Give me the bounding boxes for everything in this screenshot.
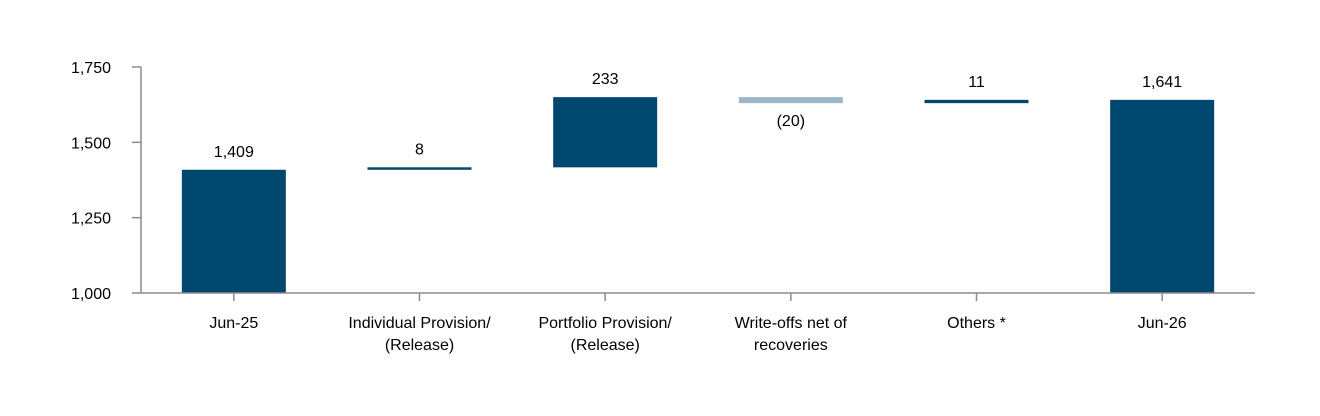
data-label-5: 1,641 (1142, 74, 1182, 91)
bar-3 (738, 97, 843, 104)
axes-group (132, 66, 1255, 301)
x-category-label-line: (Release) (570, 337, 639, 354)
y-tick-label-2: 1,500 (71, 135, 111, 152)
x-category-label-line: Write-offs net of (735, 315, 848, 332)
x-category-label-line: (Release) (385, 337, 454, 354)
y-tick-label-3: 1,750 (71, 60, 111, 77)
data-label-1: 8 (415, 141, 424, 158)
x-category-label-line: Individual Provision/ (348, 315, 491, 332)
x-category-label-3: Write-offs net of recoveries (735, 315, 848, 354)
y-tick-label-0: 1,000 (71, 286, 111, 303)
y-tick-label-1: 1,250 (71, 211, 111, 228)
x-category-label-line: Jun-25 (209, 315, 258, 332)
data-label-3: (20) (777, 113, 805, 130)
x-category-label-line: Others * (947, 315, 1006, 332)
bar-5 (1110, 99, 1215, 293)
bar-0 (181, 169, 286, 293)
bars-group (181, 97, 1215, 293)
bar-1 (367, 167, 472, 170)
x-category-label-line: Portfolio Provision/ (538, 315, 672, 332)
x-category-label-line: Jun-26 (1138, 315, 1187, 332)
x-category-label-5: Jun-26 (1138, 315, 1187, 332)
data-label-4: 11 (968, 74, 985, 91)
x-category-label-4: Others * (947, 315, 1006, 332)
data-label-2: 233 (592, 71, 619, 88)
data-label-0: 1,409 (214, 144, 254, 161)
x-category-label-2: Portfolio Provision/ (Release) (538, 315, 672, 354)
x-category-label-line: recoveries (754, 337, 828, 354)
labels-group: 1,409 8 233 (20) 11 1,641 1,000 1,250 1,500 1,750… (71, 60, 1187, 354)
x-category-label-0: Jun-25 (209, 315, 258, 332)
bar-4 (924, 99, 1029, 104)
bar-2 (553, 97, 658, 168)
x-category-label-1: Individual Provision/ (Release) (348, 315, 491, 354)
